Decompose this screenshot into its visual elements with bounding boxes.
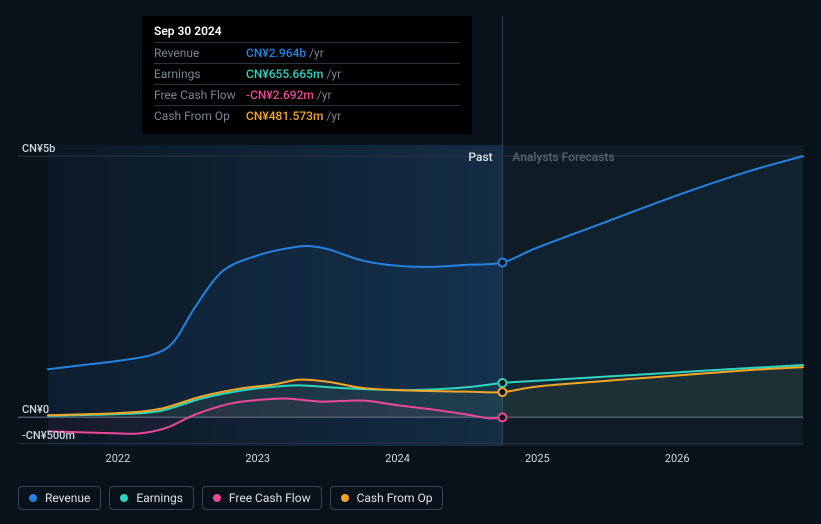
tooltip-metric-label: Revenue	[154, 46, 246, 60]
x-axis-tick: 2026	[665, 452, 690, 465]
tooltip-metric-value: -CN¥2.692m	[246, 88, 314, 102]
tooltip-row: Cash From OpCN¥481.573m/yr	[154, 105, 460, 126]
legend-item[interactable]: Cash From Op	[330, 486, 444, 510]
tooltip-metric-label: Free Cash Flow	[154, 88, 246, 102]
tooltip-metric-value: CN¥481.573m	[246, 109, 323, 123]
legend-label: Free Cash Flow	[229, 491, 311, 505]
legend-label: Revenue	[45, 491, 90, 505]
tooltip-metric-unit: /yr	[326, 67, 341, 81]
region-label-past: Past	[468, 150, 492, 164]
tooltip-row: Free Cash Flow-CN¥2.692m/yr	[154, 84, 460, 105]
legend-item[interactable]: Free Cash Flow	[202, 486, 322, 510]
x-axis-tick: 2023	[245, 452, 270, 465]
legend-label: Cash From Op	[357, 491, 433, 505]
tooltip-row: EarningsCN¥655.665m/yr	[154, 63, 460, 84]
legend-item[interactable]: Revenue	[18, 486, 101, 510]
region-label-forecast: Analysts Forecasts	[512, 150, 614, 164]
x-axis-tick: 2022	[106, 452, 131, 465]
y-axis-label: CN¥5b	[22, 142, 55, 155]
financial-forecast-chart: CN¥5b CN¥0 -CN¥500m Past Analysts Foreca…	[0, 0, 821, 524]
y-axis-label: -CN¥500m	[22, 429, 75, 442]
tooltip-metric-label: Earnings	[154, 67, 246, 81]
x-axis-tick: 2025	[525, 452, 550, 465]
tooltip-metric-unit: /yr	[317, 88, 332, 102]
tooltip-metric-value: CN¥655.665m	[246, 67, 323, 81]
tooltip-metric-label: Cash From Op	[154, 109, 246, 123]
legend-label: Earnings	[136, 491, 183, 505]
tooltip-metric-value: CN¥2.964b	[246, 46, 306, 60]
tooltip-row: RevenueCN¥2.964b/yr	[154, 42, 460, 63]
legend-dot-icon	[120, 494, 128, 502]
legend-dot-icon	[29, 494, 37, 502]
x-axis-tick: 2024	[385, 452, 410, 465]
y-axis-label: CN¥0	[22, 403, 49, 416]
tooltip-metric-unit: /yr	[326, 109, 341, 123]
legend-dot-icon	[341, 494, 349, 502]
tooltip-metric-unit: /yr	[309, 46, 324, 60]
legend: Revenue Earnings Free Cash Flow Cash From O…	[18, 486, 443, 510]
legend-item[interactable]: Earnings	[109, 486, 194, 510]
tooltip-date: Sep 30 2024	[154, 24, 460, 38]
legend-dot-icon	[213, 494, 221, 502]
hover-tooltip: Sep 30 2024 RevenueCN¥2.964b/yrEarningsC…	[142, 16, 472, 134]
